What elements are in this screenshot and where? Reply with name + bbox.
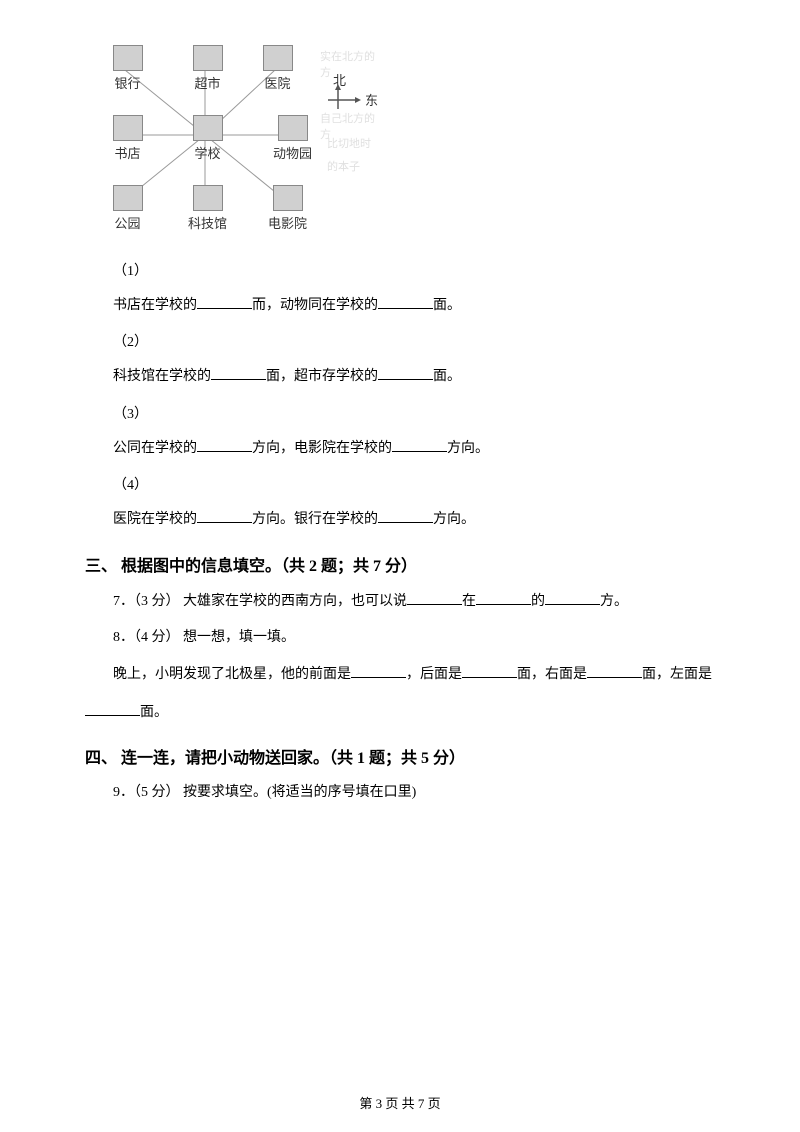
blank[interactable] — [407, 590, 462, 605]
subq4-b: 方向。银行在学校的 — [252, 512, 378, 527]
subq2-c: 面。 — [433, 369, 461, 384]
q8-l2a: 晚上，小明发现了北极星，他的前面是 — [113, 667, 351, 682]
school-icon — [193, 115, 223, 141]
bank-icon — [113, 45, 143, 71]
subq4-a: 医院在学校的 — [113, 512, 197, 527]
bookstore-label: 书店 — [114, 146, 140, 161]
blank[interactable] — [462, 663, 517, 678]
bank-label: 银行 — [114, 76, 140, 91]
subq4-text: 医院在学校的 方向。银行在学校的 方向。 — [113, 508, 715, 531]
school-label: 学校 — [194, 146, 220, 161]
map-diagram: 银行 超市 医院 书店 学校 动物园 公园 科技馆 电影院 北 东 实 — [95, 40, 375, 240]
subq3-b: 方向，电影院在学校的 — [252, 441, 392, 456]
compass-east-label: 东 — [365, 90, 378, 109]
subq3-a: 公同在学校的 — [113, 441, 197, 456]
map-supermarket: 超市 — [180, 45, 235, 92]
hospital-label: 医院 — [264, 76, 290, 91]
zoo-label: 动物园 — [273, 146, 312, 161]
park-label: 公园 — [114, 216, 140, 231]
faded-text-1: 实在北方的方 — [320, 48, 375, 80]
q8-l2b: ，后面是 — [406, 667, 462, 682]
supermarket-icon — [193, 45, 223, 71]
map-park: 公园 — [100, 185, 155, 232]
q8-l3: 面。 — [140, 705, 168, 720]
sciencehall-icon — [193, 185, 223, 211]
blank[interactable] — [211, 365, 266, 380]
q8-line2: 晚上，小明发现了北极星，他的前面是 ，后面是 面，右面是 面，左面是 — [113, 663, 715, 686]
blank[interactable] — [85, 701, 140, 716]
q7-mid2: 的 — [531, 594, 545, 609]
q7-mid1: 在 — [462, 594, 476, 609]
park-icon — [113, 185, 143, 211]
faded-text-4: 的本子 — [327, 158, 360, 174]
blank[interactable] — [587, 663, 642, 678]
blank[interactable] — [545, 590, 600, 605]
subq4-num: （4） — [113, 474, 715, 494]
zoo-icon — [278, 115, 308, 141]
subq3-c: 方向。 — [447, 441, 489, 456]
blank[interactable] — [378, 508, 433, 523]
supermarket-label: 超市 — [194, 76, 220, 91]
subq4-c: 方向。 — [433, 512, 475, 527]
map-school: 学校 — [180, 115, 235, 162]
section4-head: 四、 连一连，请把小动物送回家。（共 1 题；共 5 分） — [85, 744, 715, 768]
subq3-num: （3） — [113, 403, 715, 423]
map-hospital: 医院 — [250, 45, 305, 92]
q7-suffix: 方。 — [600, 594, 628, 609]
blank[interactable] — [378, 294, 433, 309]
section3-head: 三、 根据图中的信息填空。（共 2 题；共 7 分） — [85, 552, 715, 576]
cinema-label: 电影院 — [268, 216, 307, 231]
subq2-b: 面，超市存学校的 — [266, 369, 378, 384]
subq1-c: 面。 — [433, 298, 461, 313]
hospital-icon — [263, 45, 293, 71]
subq1-num: （1） — [113, 260, 715, 280]
blank[interactable] — [197, 294, 252, 309]
map-sciencehall: 科技馆 — [180, 185, 235, 232]
sciencehall-label: 科技馆 — [188, 216, 227, 231]
blank[interactable] — [197, 437, 252, 452]
q8-l2d: 面，左面是 — [642, 667, 712, 682]
cinema-icon — [273, 185, 303, 211]
page-footer: 第 3 页 共 7 页 — [0, 1093, 800, 1112]
blank[interactable] — [351, 663, 406, 678]
map-zoo: 动物园 — [265, 115, 320, 162]
map-bank: 银行 — [100, 45, 155, 92]
faded-text-3: 比切地时 — [327, 135, 371, 151]
subq1-text: 书店在学校的 而，动物同在学校的 面。 — [113, 294, 715, 317]
q8-line1: 8．（4 分） 想一想，填一填。 — [113, 627, 715, 649]
subq1-a: 书店在学校的 — [113, 298, 197, 313]
subq1-b: 而，动物同在学校的 — [252, 298, 378, 313]
bookstore-icon — [113, 115, 143, 141]
map-cinema: 电影院 — [260, 185, 315, 232]
q9-text: 9．（5 分） 按要求填空。(将适当的序号填在口里) — [113, 782, 715, 804]
blank[interactable] — [197, 508, 252, 523]
q7-text: 7．（3 分） 大雄家在学校的西南方向，也可以说 在 的 方。 — [113, 590, 715, 613]
q8-line3: 面。 — [85, 701, 715, 724]
blank[interactable] — [476, 590, 531, 605]
subq3-text: 公同在学校的 方向，电影院在学校的 方向。 — [113, 437, 715, 460]
subq2-a: 科技馆在学校的 — [113, 369, 211, 384]
blank[interactable] — [378, 365, 433, 380]
map-bookstore: 书店 — [100, 115, 155, 162]
subq2-num: （2） — [113, 331, 715, 351]
blank[interactable] — [392, 437, 447, 452]
q7-prefix: 7．（3 分） 大雄家在学校的西南方向，也可以说 — [113, 594, 407, 609]
q8-l2c: 面，右面是 — [517, 667, 587, 682]
subq2-text: 科技馆在学校的 面，超市存学校的 面。 — [113, 365, 715, 388]
